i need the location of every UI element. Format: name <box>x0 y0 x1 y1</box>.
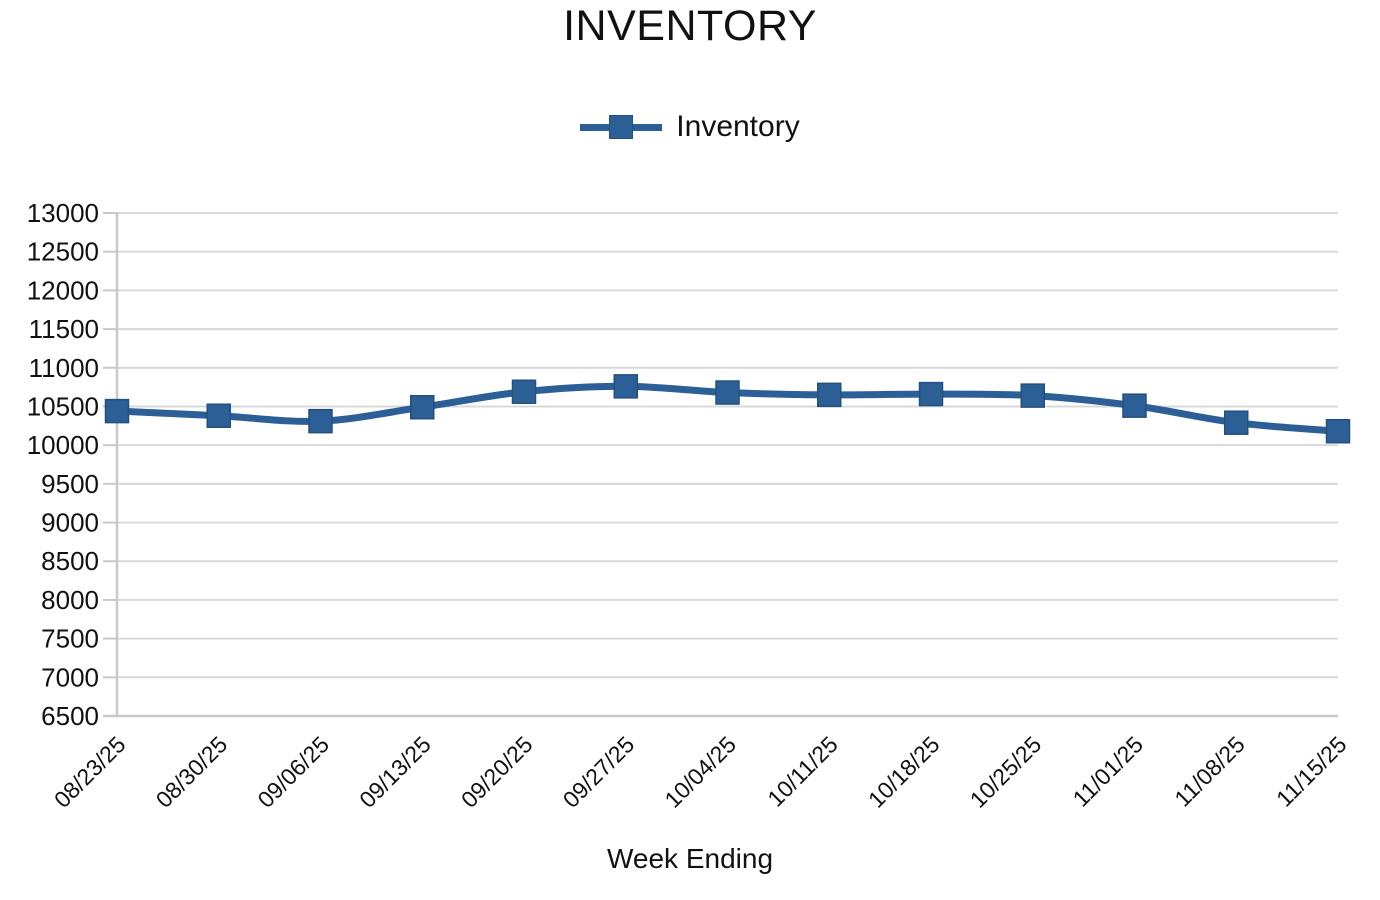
legend-square-marker-icon <box>609 115 634 139</box>
y-tick-label: 11500 <box>29 314 99 344</box>
chart-title: INVENTORY <box>563 2 817 50</box>
data-point-marker <box>308 408 333 434</box>
x-axis-title: Week Ending <box>606 843 774 874</box>
data-point-marker <box>817 382 842 408</box>
data-point-marker <box>1020 383 1045 408</box>
y-tick-label: 12500 <box>27 237 99 267</box>
data-point-marker <box>104 398 130 424</box>
x-tick-label: 09/27/25 <box>558 731 640 813</box>
x-tick-label: 08/30/25 <box>151 731 233 813</box>
y-tick-label: 8000 <box>41 585 99 615</box>
x-tick-label: 09/20/25 <box>456 731 538 813</box>
y-tick-label: 7500 <box>41 624 99 654</box>
data-point-marker <box>410 394 435 420</box>
data-point-marker <box>511 379 537 405</box>
data-point-marker <box>1325 418 1351 444</box>
x-tick-label: 08/23/25 <box>49 731 131 813</box>
legend-label: Inventory <box>676 110 800 143</box>
y-tick-label: 6500 <box>41 701 99 731</box>
y-tick-label: 9000 <box>41 508 99 538</box>
legend-line-marker-icon <box>580 114 663 140</box>
x-tick-label: 09/06/25 <box>252 731 334 813</box>
x-tick-label: 09/13/25 <box>354 731 436 813</box>
y-tick-label: 7000 <box>41 662 99 692</box>
x-tick-label: 11/15/25 <box>1271 731 1351 811</box>
data-point-marker <box>1122 393 1147 418</box>
y-tick-label: 10000 <box>27 430 99 460</box>
x-tick-label: 11/01/25 <box>1068 731 1148 811</box>
y-tick-label: 8500 <box>41 546 99 576</box>
data-point-marker <box>206 403 231 428</box>
y-tick-label: 10500 <box>27 391 99 421</box>
y-tick-label: 9500 <box>41 469 99 499</box>
y-tick-label: 13000 <box>27 198 99 228</box>
data-point-marker <box>613 374 638 399</box>
y-tick-label: 12000 <box>27 275 99 305</box>
x-tick-label: 11/08/25 <box>1169 731 1249 811</box>
y-tick-label: 11000 <box>29 353 99 383</box>
data-point-marker <box>715 380 740 405</box>
data-point-marker <box>918 381 944 407</box>
x-tick-label: 10/04/25 <box>659 731 741 813</box>
x-tick-label: 10/25/25 <box>965 731 1047 813</box>
data-point-marker <box>1224 410 1249 435</box>
x-tick-label: 10/11/25 <box>762 731 842 811</box>
legend: Inventory <box>0 110 1380 144</box>
x-tick-label: 10/18/25 <box>863 731 945 813</box>
